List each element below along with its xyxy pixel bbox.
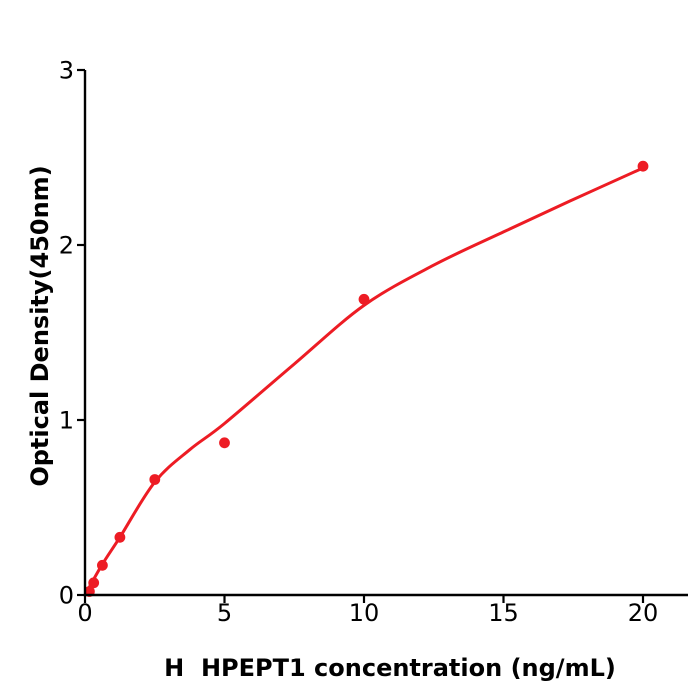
x-axis-label: H HPEPT1 concentration (ng/mL): [164, 654, 616, 682]
x-tick-label: 10: [349, 599, 380, 627]
y-tick-label: 2: [59, 232, 74, 260]
data-point: [114, 531, 126, 543]
data-point: [358, 293, 370, 305]
x-tick-label: 0: [77, 599, 92, 627]
fit-curve: [83, 166, 645, 597]
data-point: [97, 559, 108, 571]
data-point: [88, 577, 100, 589]
y-axis-label: Optical Density(450nm): [26, 165, 54, 487]
data-point: [149, 474, 161, 485]
x-tick-label: 20: [628, 599, 659, 627]
y-tick-label: 0: [59, 582, 74, 610]
x-tick-label: 5: [217, 599, 232, 627]
data-point: [219, 437, 230, 449]
y-tick-label: 3: [59, 57, 74, 85]
y-tick-label: 1: [59, 407, 74, 435]
data-point: [637, 160, 649, 172]
x-tick-label: 15: [488, 599, 519, 627]
